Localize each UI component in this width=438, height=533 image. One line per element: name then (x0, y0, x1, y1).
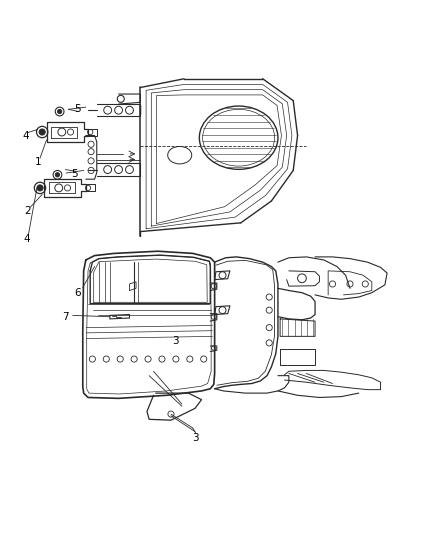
Text: 3: 3 (172, 336, 179, 346)
Circle shape (55, 173, 60, 177)
Text: 3: 3 (192, 433, 198, 442)
Text: 4: 4 (23, 131, 29, 141)
Circle shape (37, 185, 43, 191)
Text: 7: 7 (62, 312, 69, 322)
Circle shape (39, 129, 45, 135)
Circle shape (57, 109, 62, 114)
Text: 2: 2 (25, 206, 31, 216)
Text: 1: 1 (35, 157, 41, 167)
Text: 5: 5 (71, 169, 78, 179)
Text: 4: 4 (24, 235, 30, 245)
Text: 6: 6 (74, 288, 81, 298)
Text: 5: 5 (74, 104, 81, 114)
